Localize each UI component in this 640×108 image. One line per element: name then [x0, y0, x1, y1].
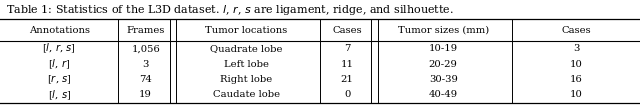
Text: 74: 74	[139, 75, 152, 84]
Text: Annotations: Annotations	[29, 26, 90, 35]
Text: Right lobe: Right lobe	[220, 75, 273, 84]
Text: Quadrate lobe: Quadrate lobe	[210, 44, 283, 53]
Text: Cases: Cases	[332, 26, 362, 35]
Text: [$\mathit{l}$, $\mathit{r}$]: [$\mathit{l}$, $\mathit{r}$]	[48, 57, 70, 71]
Text: 20-29: 20-29	[429, 60, 458, 69]
Text: [$\mathit{l}$, $\mathit{r}$, $\mathit{s}$]: [$\mathit{l}$, $\mathit{r}$, $\mathit{s}…	[42, 42, 76, 56]
Text: Frames: Frames	[127, 26, 164, 35]
Text: 7: 7	[344, 44, 350, 53]
Text: 3: 3	[573, 44, 579, 53]
Text: 11: 11	[340, 60, 354, 69]
Text: 21: 21	[340, 75, 354, 84]
Text: 16: 16	[570, 75, 582, 84]
Text: Tumor sizes (mm): Tumor sizes (mm)	[397, 26, 489, 35]
Text: Caudate lobe: Caudate lobe	[213, 90, 280, 99]
Text: 10-19: 10-19	[429, 44, 458, 53]
Text: 1,056: 1,056	[131, 44, 160, 53]
Text: 10: 10	[570, 60, 582, 69]
Text: 0: 0	[344, 90, 350, 99]
Text: Tumor locations: Tumor locations	[205, 26, 287, 35]
Text: [$\mathit{l}$, $\mathit{s}$]: [$\mathit{l}$, $\mathit{s}$]	[47, 88, 71, 102]
Text: [$\mathit{r}$, $\mathit{s}$]: [$\mathit{r}$, $\mathit{s}$]	[47, 73, 72, 86]
Text: Left lobe: Left lobe	[224, 60, 269, 69]
Text: 3: 3	[143, 60, 148, 69]
Text: Table 1: Statistics of the L3D dataset. $l$, $r$, $s$ are ligament, ridge, and s: Table 1: Statistics of the L3D dataset. …	[6, 3, 454, 17]
Text: 10: 10	[570, 90, 582, 99]
Text: 19: 19	[139, 90, 152, 99]
Text: 30-39: 30-39	[429, 75, 458, 84]
Text: Cases: Cases	[561, 26, 591, 35]
Text: 40-49: 40-49	[429, 90, 458, 99]
